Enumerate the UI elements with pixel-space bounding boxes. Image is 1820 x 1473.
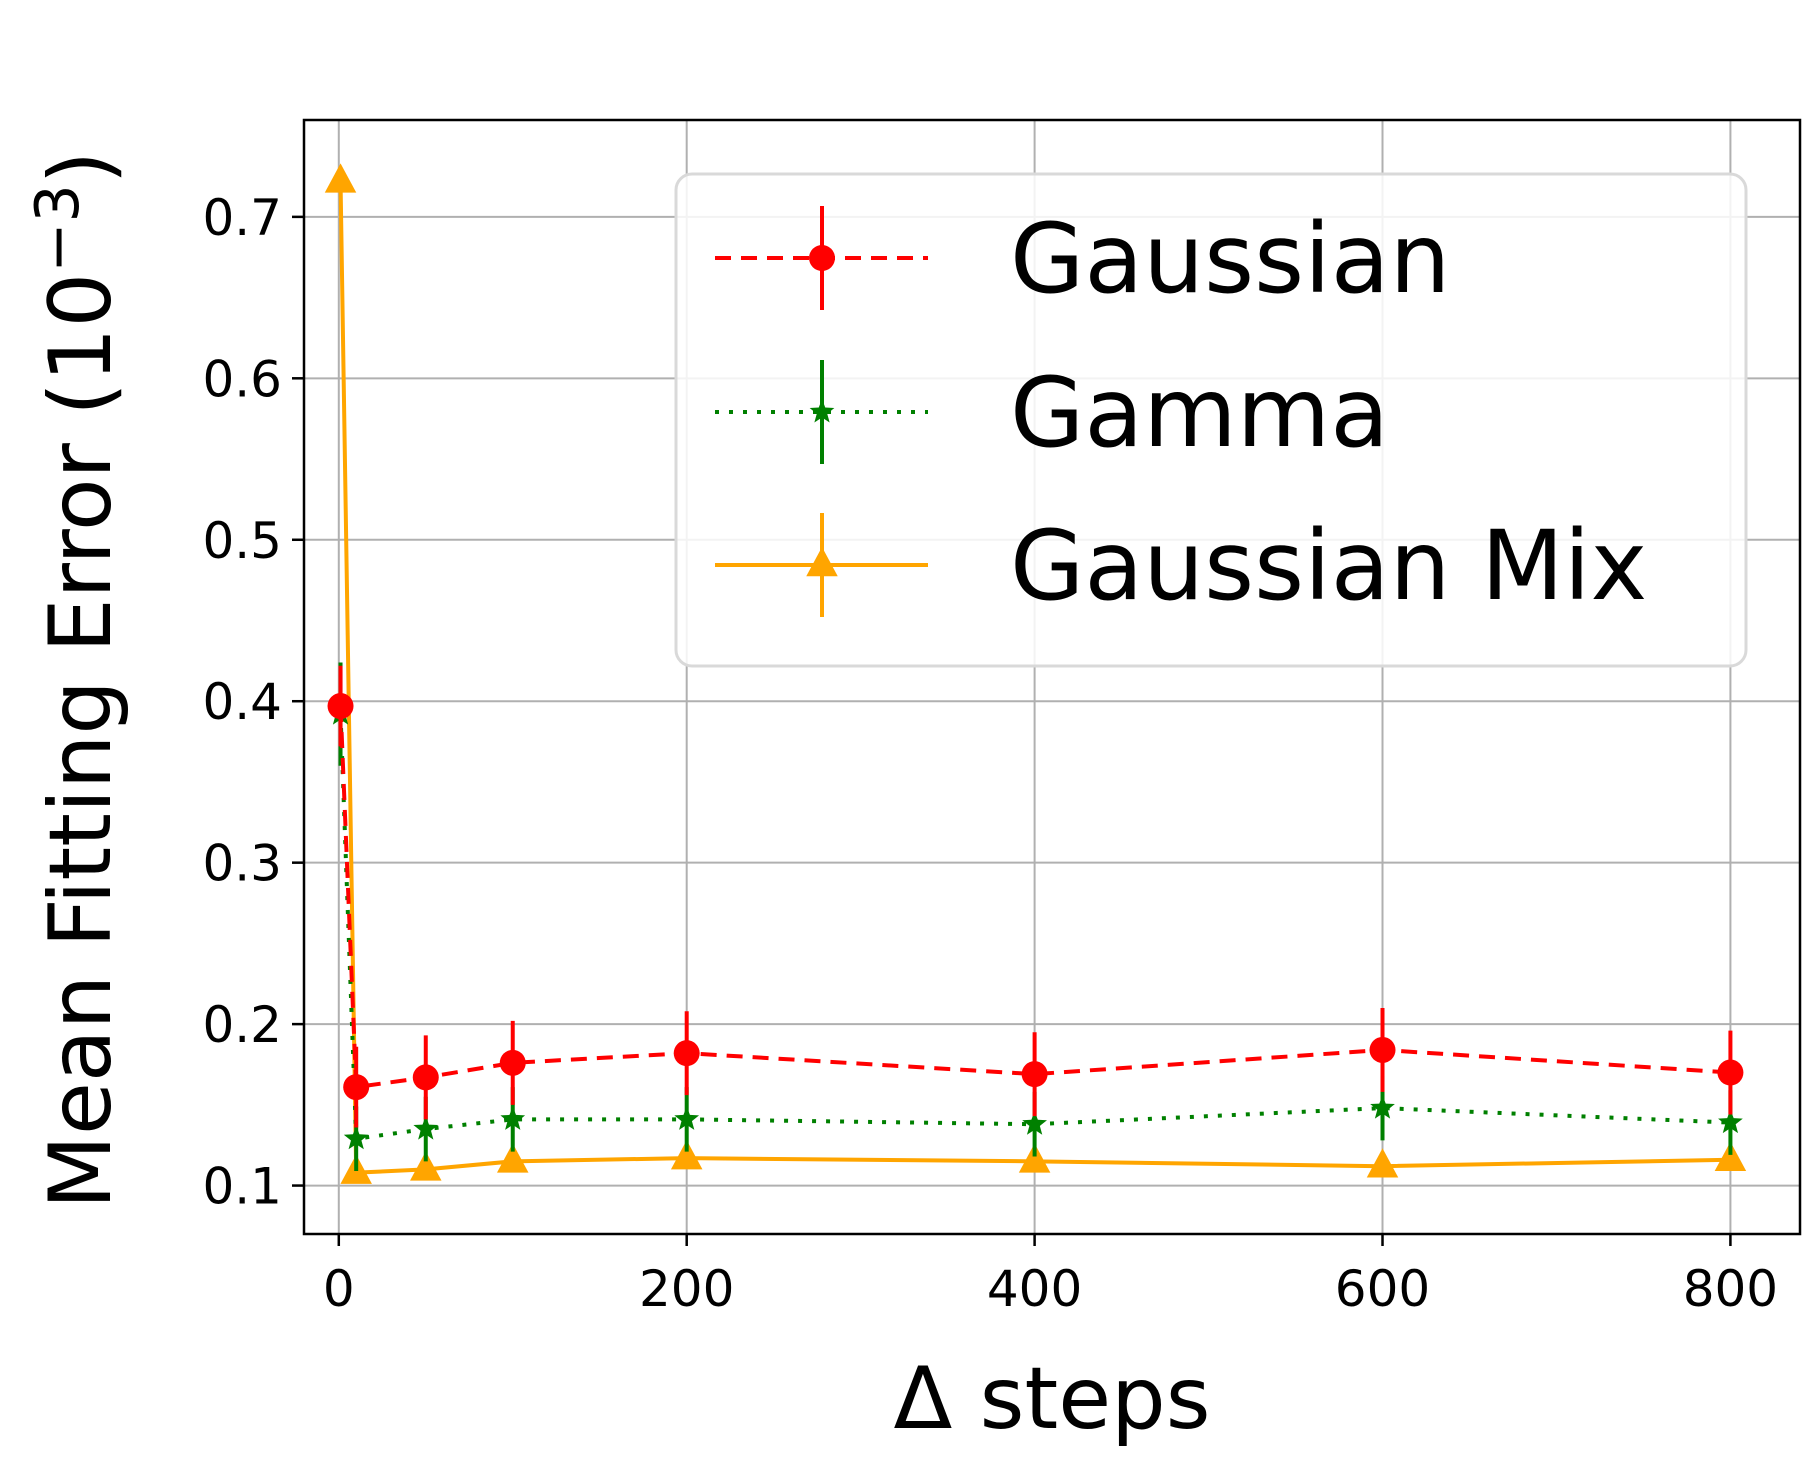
- y-axis-label-text: Mean Fitting Error (10: [31, 273, 131, 1209]
- y-tick-label: 0.1: [202, 1158, 282, 1216]
- data-point: [1718, 1109, 1743, 1134]
- data-point: [1714, 1141, 1747, 1171]
- data-point: [410, 1151, 442, 1181]
- series-line: [338, 714, 1731, 1142]
- axis-ticks: 0 200 400 600 800 0.1 0.2 0.3 0.4 0.5 0.6 0.7: [202, 189, 1778, 1318]
- data-point: [343, 1074, 370, 1101]
- y-tick-label: 0.6: [202, 350, 282, 408]
- legend-marker: [809, 399, 835, 423]
- legend-entry-gaussian: Gaussian: [715, 203, 1450, 315]
- data-point: [413, 1116, 439, 1140]
- data-point: [1369, 1036, 1396, 1063]
- legend-entry-gaussian-mix: Gaussian Mix: [715, 510, 1647, 622]
- legend-label: Gaussian: [1010, 203, 1450, 315]
- data-point: [1366, 1148, 1399, 1178]
- data-point: [674, 1106, 700, 1130]
- y-axis-label-close: ): [31, 151, 131, 185]
- data-point: [673, 1040, 700, 1067]
- series-gaussian: [327, 665, 1744, 1128]
- y-axis-label-exponent: −3: [23, 184, 93, 272]
- data-point: [670, 1140, 703, 1170]
- x-tick-label: 200: [639, 1260, 734, 1318]
- legend-marker: [809, 245, 835, 271]
- data-point: [500, 1106, 526, 1130]
- plot-area: [324, 163, 1747, 1184]
- data-point: [499, 1049, 526, 1076]
- legend-marker: [806, 547, 838, 577]
- data-point: [1021, 1061, 1048, 1088]
- data-point: [496, 1143, 529, 1173]
- data-point: [1370, 1095, 1395, 1119]
- data-point: [343, 1125, 369, 1150]
- y-tick-label: 0.2: [202, 996, 282, 1054]
- series-line: [338, 181, 1731, 1175]
- legend-entry-gamma: Gamma: [715, 357, 1389, 469]
- x-tick-label: 0: [323, 1260, 355, 1318]
- x-tick-label: 400: [987, 1260, 1082, 1318]
- data-point: [1022, 1111, 1047, 1135]
- legend-box: [674, 172, 1748, 668]
- data-point: [327, 693, 354, 720]
- data-point: [412, 1064, 439, 1091]
- axes-frame: [302, 118, 1802, 1236]
- x-axis-label: Δ steps: [894, 1349, 1211, 1449]
- data-point: [1018, 1143, 1051, 1173]
- data-point: [1717, 1059, 1744, 1086]
- data-point: [324, 163, 357, 193]
- y-tick-label: 0.3: [202, 835, 282, 893]
- legend: Gaussian Gamma Gaussian Mix: [674, 172, 1748, 668]
- y-axis-label: Mean Fitting Error (10−3): [23, 151, 131, 1209]
- y-tick-label: 0.4: [202, 673, 282, 731]
- legend-label: Gaussian Mix: [1010, 510, 1647, 622]
- y-tick-label: 0.5: [202, 512, 282, 570]
- series-gaussian-mix: [324, 163, 1747, 1184]
- legend-label: Gamma: [1010, 357, 1389, 469]
- x-tick-label: 800: [1683, 1260, 1778, 1318]
- y-tick-label: 0.7: [202, 189, 282, 247]
- x-tick-label: 600: [1335, 1260, 1430, 1318]
